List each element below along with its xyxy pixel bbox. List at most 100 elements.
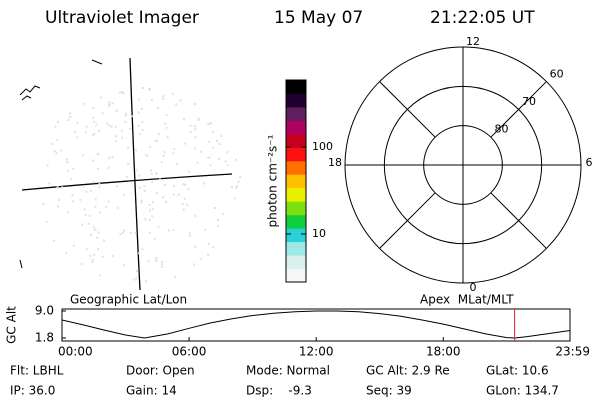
speckle: [237, 180, 240, 183]
lat-ring-label: 70: [522, 95, 536, 108]
speckle: [140, 199, 143, 202]
colorbar-segment: [286, 120, 306, 135]
speckle: [189, 124, 192, 127]
coast-fragment: [19, 259, 23, 269]
speckle: [65, 158, 68, 161]
speckle: [95, 123, 98, 126]
colorbar-segment: [286, 160, 306, 175]
speckle: [119, 233, 122, 236]
speckle: [138, 132, 141, 135]
speckle: [53, 150, 56, 153]
speckle: [179, 99, 182, 102]
speckle: [87, 222, 90, 225]
speckle: [97, 231, 100, 234]
speckle: [106, 122, 108, 125]
speckle: [149, 146, 152, 148]
speckle: [217, 219, 219, 221]
time: 21:22:05 UT: [430, 8, 535, 28]
y-tick-label: 9.0: [35, 304, 54, 318]
speckle: [65, 252, 68, 255]
colorbar-segment: [286, 201, 306, 216]
speckle: [161, 266, 164, 269]
speckle: [155, 192, 158, 195]
speckle: [57, 205, 60, 208]
speckle: [122, 92, 124, 94]
speckle: [115, 109, 118, 112]
speckle: [105, 206, 108, 209]
speckle: [56, 120, 59, 123]
colorbar-tick-label: 10: [312, 227, 326, 240]
speckle: [165, 114, 168, 116]
speckle: [56, 138, 59, 141]
speckle: [231, 185, 233, 188]
speckle: [51, 142, 54, 145]
speckle: [71, 200, 74, 203]
speckle: [175, 103, 178, 106]
speckle: [211, 131, 214, 134]
speckle: [207, 243, 210, 245]
x-tick-label: 18:00: [426, 345, 461, 359]
speckle: [136, 270, 138, 273]
speckle: [141, 120, 144, 123]
speckle: [160, 260, 163, 263]
speckle: [114, 125, 117, 128]
speckle: [159, 178, 161, 181]
speckle: [92, 107, 95, 110]
speckle: [108, 157, 111, 159]
speckle: [194, 245, 197, 248]
speckle: [172, 193, 175, 196]
speckle: [189, 232, 192, 235]
speckle: [85, 248, 88, 251]
colorbar-segment: [286, 241, 306, 256]
info-field: Flt: LBHL: [10, 364, 64, 378]
speckle: [37, 185, 40, 188]
speckle: [137, 111, 140, 114]
colorbar-tick-label: 100: [312, 140, 333, 153]
speckle: [197, 117, 200, 120]
lat-ring-label: 80: [495, 122, 509, 135]
coast-fragment: [19, 85, 41, 101]
speckle: [98, 183, 101, 186]
speckle: [187, 188, 190, 191]
speckle: [160, 161, 163, 164]
speckle: [194, 214, 197, 217]
speckle: [154, 139, 157, 142]
colorbar-segment: [286, 174, 306, 189]
speckle: [183, 197, 186, 200]
speckle: [207, 253, 210, 256]
speckle: [114, 135, 117, 138]
speckle: [149, 209, 151, 212]
speckle: [173, 185, 176, 188]
speckle: [145, 280, 147, 283]
speckle: [204, 228, 207, 231]
x-tick-label: 00:00: [58, 345, 93, 359]
speckle: [148, 231, 151, 234]
speckle: [210, 122, 213, 125]
speckle: [103, 239, 106, 242]
speckle: [188, 234, 191, 237]
speckle: [182, 183, 185, 186]
speckle: [147, 260, 150, 263]
speckle: [94, 228, 97, 231]
speckle: [83, 208, 86, 211]
speckle: [71, 194, 74, 197]
speckle: [47, 182, 50, 185]
speckle: [208, 140, 211, 143]
speckle: [162, 97, 165, 100]
polar-spoke: [490, 192, 547, 249]
speckle: [212, 146, 215, 149]
speckle: [88, 214, 91, 217]
speckle: [155, 172, 157, 175]
speckle: [148, 88, 151, 90]
colorbar-segment: [286, 228, 306, 243]
speckle: [69, 116, 71, 119]
speckle: [101, 112, 104, 115]
lat-ring-label: 60: [550, 67, 564, 80]
speckle: [54, 125, 57, 128]
speckle: [120, 90, 123, 93]
speckle: [76, 121, 79, 124]
y-axis-label: GC Alt: [5, 306, 19, 344]
speckle: [90, 233, 92, 236]
